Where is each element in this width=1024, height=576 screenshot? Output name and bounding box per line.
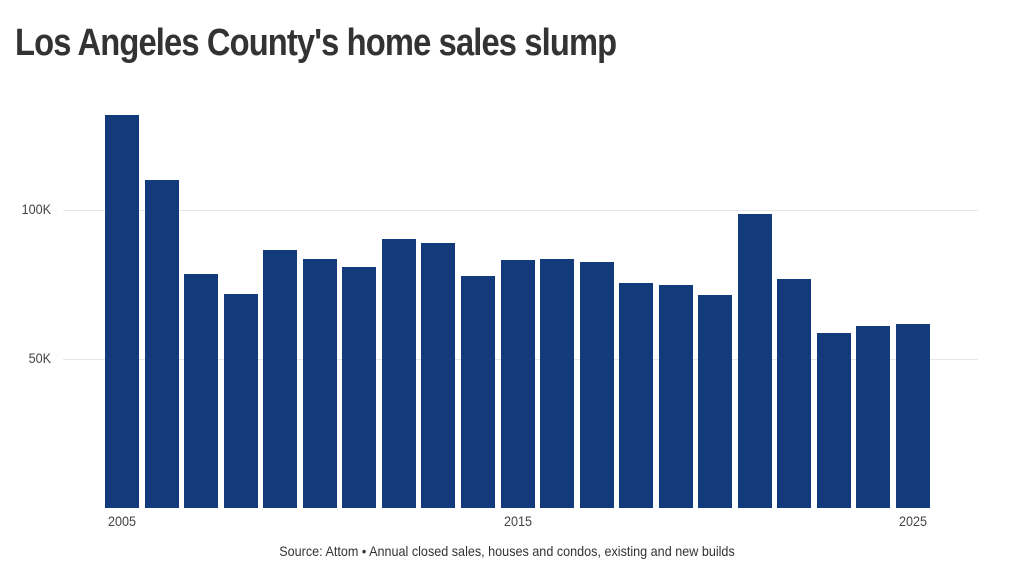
bar-2010[interactable] [303, 259, 337, 508]
bar-2020[interactable] [698, 295, 732, 508]
y-tick-label: 50K [28, 350, 51, 366]
bar-2025[interactable] [896, 324, 930, 508]
bar-2015[interactable] [501, 260, 535, 508]
bar-2022[interactable] [777, 279, 811, 508]
bar-2019[interactable] [659, 285, 693, 508]
source-note: Source: Attom • Annual closed sales, hou… [279, 543, 735, 559]
bar-2007[interactable] [184, 274, 218, 508]
bar-2009[interactable] [263, 250, 297, 508]
x-tick-label: 2015 [503, 513, 533, 529]
bar-2012[interactable] [382, 239, 416, 508]
bar-2014[interactable] [461, 276, 495, 508]
chart-title: Los Angeles County's home sales slump [15, 22, 617, 64]
bar-2008[interactable] [224, 294, 258, 508]
bar-2016[interactable] [540, 259, 574, 508]
gridline-100k [63, 210, 978, 211]
bar-2006[interactable] [145, 180, 179, 508]
bar-2005[interactable] [105, 115, 139, 508]
x-tick-label: 2025 [898, 513, 928, 529]
bar-2017[interactable] [580, 262, 614, 508]
bar-2011[interactable] [342, 267, 376, 508]
x-tick-label: 2005 [107, 513, 137, 529]
bar-2018[interactable] [619, 283, 653, 508]
y-tick-label: 100K [21, 201, 51, 217]
bar-2013[interactable] [421, 243, 455, 508]
bar-2024[interactable] [856, 326, 890, 508]
bar-2023[interactable] [817, 333, 851, 508]
bar-2021[interactable] [738, 214, 772, 508]
